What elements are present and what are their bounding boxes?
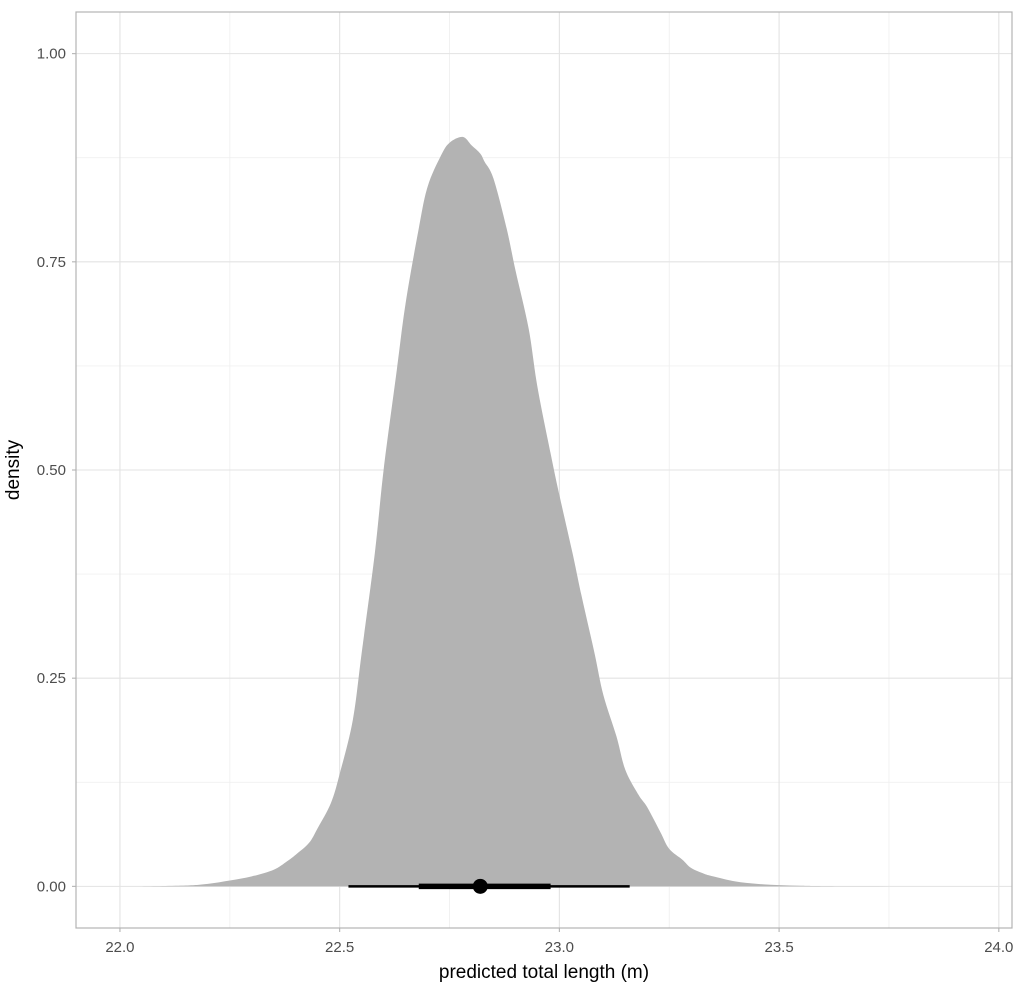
x-tick-label: 22.0 xyxy=(105,939,134,956)
x-tick-label: 23.0 xyxy=(545,939,574,956)
y-tick-label: 1.00 xyxy=(37,46,66,63)
x-tick-label: 22.5 xyxy=(325,939,354,956)
y-axis: 0.00 0.25 0.50 0.75 1.00 xyxy=(37,46,76,895)
y-tick-label: 0.25 xyxy=(37,670,66,687)
y-tick-label: 0.00 xyxy=(37,878,66,895)
y-tick-label: 0.50 xyxy=(37,462,66,479)
median-point xyxy=(472,878,488,894)
y-tick-label: 0.75 xyxy=(37,254,66,271)
y-axis-title: density xyxy=(3,439,24,500)
point-interval xyxy=(348,878,630,894)
x-tick-label: 24.0 xyxy=(984,939,1013,956)
x-axis: 22.0 22.5 23.0 23.5 24.0 xyxy=(105,928,1013,956)
density-area xyxy=(141,136,955,887)
x-tick-label: 23.5 xyxy=(764,939,793,956)
x-axis-title: predicted total length (m) xyxy=(439,962,649,983)
